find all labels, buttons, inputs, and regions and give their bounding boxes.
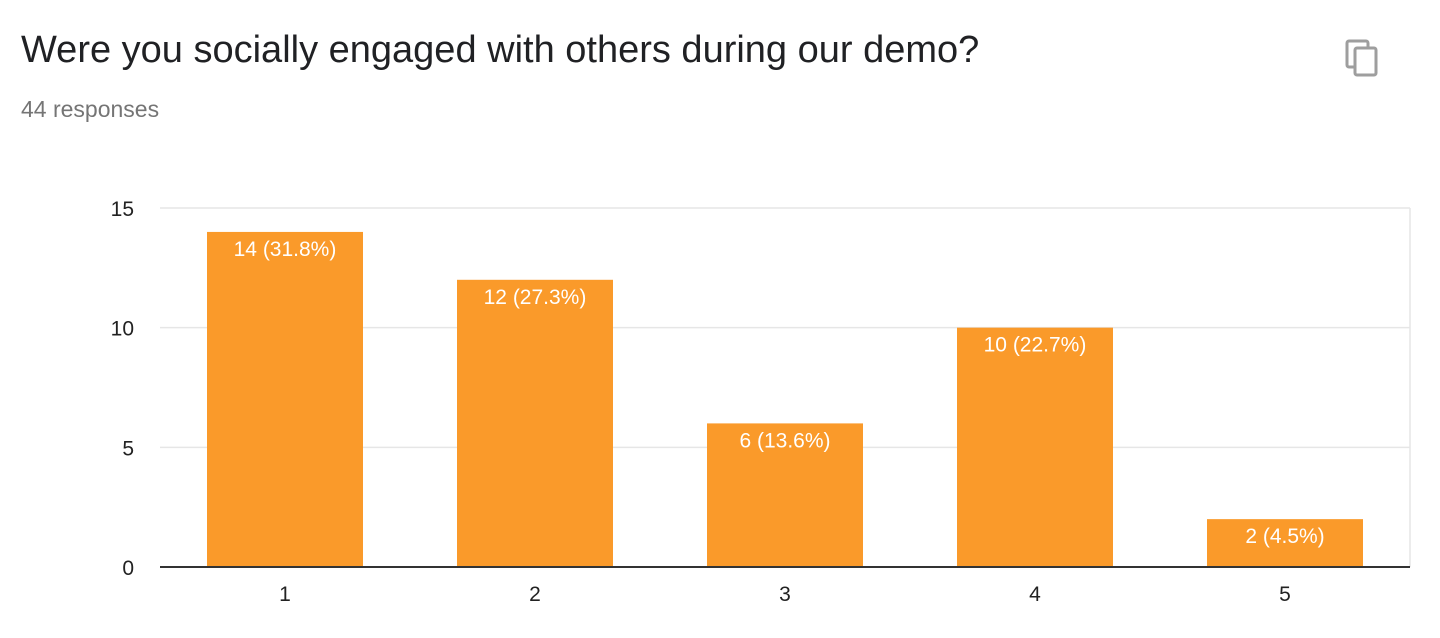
x-axis-ticks: 1 2 3 4 5 bbox=[160, 566, 1410, 606]
x-tick-label: 2 bbox=[529, 583, 541, 606]
bar-2 bbox=[457, 279, 613, 567]
response-count: 44 responses bbox=[21, 96, 160, 122]
bar-4 bbox=[957, 327, 1113, 567]
bar-5 bbox=[1207, 519, 1363, 567]
question-title: Were you socially engaged with others du… bbox=[21, 29, 980, 71]
x-tick-label: 5 bbox=[1279, 583, 1291, 606]
bar-data-label: 12 (27.3%) bbox=[484, 286, 587, 309]
bar-data-label: 10 (22.7%) bbox=[984, 334, 1087, 357]
chart-bars bbox=[207, 231, 1363, 567]
bar-3 bbox=[707, 423, 863, 567]
x-tick-label: 4 bbox=[1029, 583, 1041, 606]
copy-icon bbox=[1345, 39, 1378, 77]
y-tick-label: 5 bbox=[122, 437, 134, 460]
bar-data-label: 2 (4.5%) bbox=[1245, 525, 1324, 548]
x-tick-label: 3 bbox=[779, 583, 791, 606]
y-axis-ticks: 0 5 10 15 bbox=[111, 198, 134, 580]
bar-1 bbox=[207, 231, 363, 567]
y-tick-label: 15 bbox=[111, 198, 134, 221]
copy-chart-button[interactable] bbox=[1336, 32, 1388, 84]
chart-bar-labels: 14 (31.8%) 12 (27.3%) 6 (13.6%) 10 (22.7%) 2… bbox=[234, 238, 1325, 548]
bar-data-label: 14 (31.8%) bbox=[234, 238, 337, 261]
y-tick-label: 0 bbox=[122, 557, 134, 580]
y-tick-label: 10 bbox=[111, 318, 134, 341]
x-tick-label: 1 bbox=[279, 583, 291, 606]
bar-data-label: 6 (13.6%) bbox=[739, 429, 830, 452]
